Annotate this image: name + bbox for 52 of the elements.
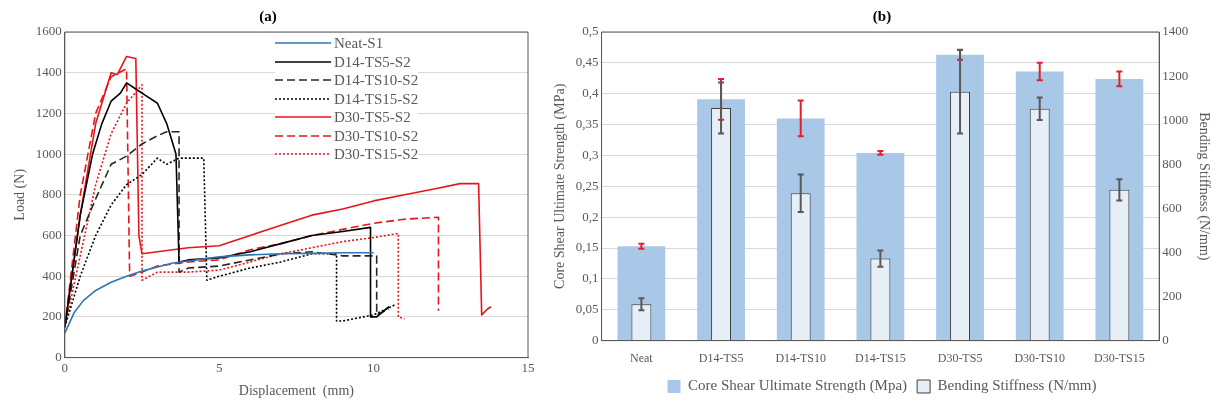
x-tick-label: D30-TS5 <box>937 350 983 365</box>
y2-axis-title: Bending Stiffness (N/mm) <box>1195 112 1212 261</box>
y-tick-label: 200 <box>42 308 62 324</box>
x-tick-label: D14-TS5 <box>698 350 744 365</box>
y-tick-label: 0,4 <box>582 85 600 101</box>
x-tick-label: 15 <box>521 359 535 375</box>
chart-title: (a) <box>259 7 277 25</box>
y2-tick-label: 600 <box>1162 199 1182 215</box>
y-tick-label: 0,2 <box>582 208 599 224</box>
legend-label: D14-TS5-S2 <box>334 52 411 71</box>
y-tick-label: 400 <box>42 267 62 283</box>
y-tick-label: 0,45 <box>575 54 599 70</box>
y-tick-label: 0,15 <box>575 239 599 255</box>
y2-tick-label: 1000 <box>1162 111 1189 127</box>
y-tick-label: 1000 <box>35 145 62 161</box>
x-tick-label: Neat <box>630 350 654 365</box>
y-tick-label: 0,35 <box>575 116 599 131</box>
y-tick-label: 0,3 <box>582 146 599 162</box>
legend-label: Bending Stiffness (N/mm) <box>937 377 1097 395</box>
legend-label: D14-TS10-S2 <box>334 71 419 90</box>
y-axis-title: Load (N) <box>12 168 29 221</box>
y-tick-label: 800 <box>42 186 62 202</box>
y-tick-label: 1200 <box>35 104 62 120</box>
y-tick-label: 1400 <box>35 64 62 80</box>
y2-tick-label: 200 <box>1162 287 1182 303</box>
y-tick-label: 0,5 <box>582 23 599 39</box>
y-tick-label: 1600 <box>35 23 62 39</box>
legend-label: D14-TS15-S2 <box>334 89 419 108</box>
y2-tick-label: 0 <box>1162 332 1169 348</box>
y2-tick-label: 1400 <box>1162 23 1189 39</box>
x-tick-label: D14-TS10 <box>775 350 827 365</box>
y2-tick-label: 800 <box>1162 155 1182 171</box>
legend-label: D30-TS15-S2 <box>334 145 419 164</box>
y2-tick-label: 400 <box>1162 243 1182 259</box>
y-tick-label: 0 <box>592 332 599 348</box>
x-axis-title: Displacement (mm) <box>238 383 355 400</box>
x-tick-label: 5 <box>215 359 223 375</box>
legend-label: Core Shear Ultimate Strength (Mpa) <box>688 377 908 395</box>
legend-label: D30-TS5-S2 <box>334 108 411 127</box>
x-tick-label: D14-TS15 <box>855 350 906 365</box>
y-tick-label: 0,25 <box>575 177 599 193</box>
y-tick-label: 0,05 <box>575 301 599 317</box>
chart-title: (b) <box>872 7 892 25</box>
y-tick-label: 600 <box>42 226 62 242</box>
y-tick-label: 0,1 <box>582 270 599 286</box>
x-tick-label: D30-TS15 <box>1094 350 1145 365</box>
legend-label: D30-TS10-S2 <box>334 126 419 145</box>
legend-label: Neat-S1 <box>334 34 384 53</box>
x-tick-label: D30-TS10 <box>1014 350 1066 365</box>
x-tick-label: 10 <box>367 359 381 375</box>
y2-tick-label: 1200 <box>1162 67 1189 83</box>
y-axis-title: Core Shear Ultimate Strength (MPa) <box>552 83 569 289</box>
